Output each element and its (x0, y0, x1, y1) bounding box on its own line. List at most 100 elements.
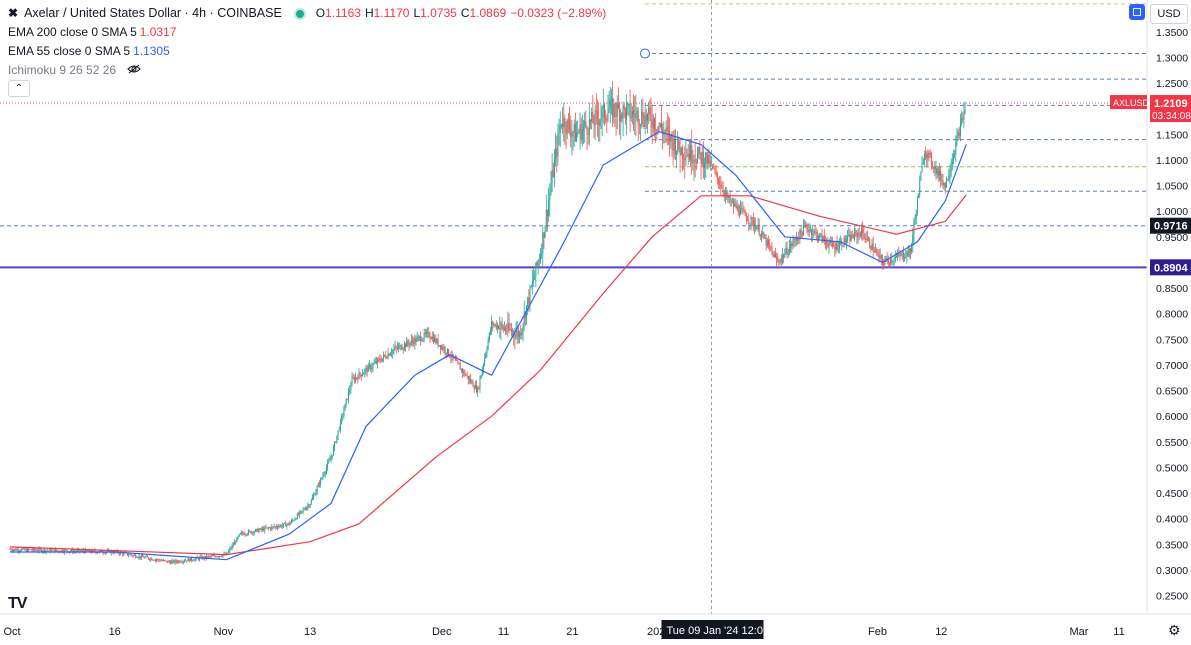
candle-body (171, 561, 173, 564)
compare-symbol-button[interactable] (1129, 4, 1145, 20)
candle-body (577, 132, 579, 134)
candle-body (925, 154, 927, 155)
candle-body (372, 364, 374, 368)
candle-body (456, 360, 458, 361)
candle-body (430, 338, 432, 340)
candle-body (163, 560, 165, 561)
candle-body (841, 241, 843, 247)
candle-body (948, 175, 950, 180)
candle-body (660, 123, 662, 130)
candle-body (462, 369, 464, 373)
ohlc-high-value: 1.1170 (373, 6, 410, 20)
candle-body (541, 253, 543, 256)
collapse-legend-button[interactable]: ⌃ (8, 80, 30, 97)
candle-body (209, 556, 211, 557)
candle-body (901, 252, 903, 254)
candle-body (580, 124, 582, 140)
candle-body (254, 529, 256, 532)
candle-body (311, 497, 313, 501)
ohlc-open-value: 1.1163 (325, 6, 361, 20)
candle-body (458, 362, 460, 365)
candle-body (464, 371, 466, 376)
candle-body (549, 193, 551, 201)
time-axis[interactable] (0, 614, 1191, 645)
candle-body (460, 369, 462, 370)
indicator-ichimoku[interactable]: Ichimoku 9 26 52 26 (8, 61, 610, 80)
ema-200-line[interactable] (9, 194, 967, 556)
candle-body (21, 549, 23, 551)
candle-body (252, 531, 254, 534)
candle-body (875, 250, 877, 253)
y-tick-label: 0.5000 (1156, 462, 1188, 474)
candle-body (72, 549, 74, 553)
candle-body (631, 110, 633, 117)
candle-body (409, 342, 411, 345)
symbol-title[interactable]: Axelar / United States Dollar · 4h · COI… (24, 6, 282, 20)
candle-body (204, 556, 206, 559)
candle-body (962, 118, 964, 120)
candle-body (136, 557, 138, 558)
candle-body (227, 552, 229, 554)
candle-body (566, 119, 568, 134)
indicator-ema55[interactable]: EMA 55 close 0 SMA 5 1.1305 (8, 42, 610, 61)
x-tick-label: Oct (3, 626, 20, 638)
indicator-ema200[interactable]: EMA 200 close 0 SMA 5 1.0317 (8, 23, 610, 42)
candle-body (916, 197, 918, 214)
candle-body (708, 154, 710, 164)
candle-body (707, 154, 709, 164)
ohlc-open-label: O (315, 6, 326, 20)
candle-body (767, 240, 769, 245)
candle-body (728, 196, 730, 199)
candle-body (815, 231, 817, 233)
candle-body (612, 98, 614, 118)
candle-body (650, 113, 652, 124)
candle-body (14, 549, 16, 550)
candle-body (309, 504, 311, 507)
candle-body (245, 534, 247, 535)
candle-body (677, 138, 679, 151)
candle-body (750, 217, 752, 224)
candle-body (507, 323, 509, 331)
candle-body (368, 365, 370, 366)
gear-icon[interactable]: ⚙ (1168, 622, 1181, 638)
candle-body (330, 457, 332, 460)
candle-body (850, 234, 852, 242)
candle-body (194, 558, 196, 561)
eye-hidden-icon[interactable] (127, 61, 141, 80)
candle-body (752, 219, 754, 227)
level-anchor-handle[interactable] (640, 48, 650, 59)
candle-body (664, 131, 666, 133)
candle-body (158, 559, 160, 561)
candle-body (765, 237, 767, 246)
candle-body (762, 232, 764, 234)
candle-body (436, 339, 438, 343)
candle-body (103, 552, 105, 554)
y-tick-label: 0.5500 (1156, 437, 1188, 449)
x-tick-label: 12 (935, 626, 947, 638)
candle-body (851, 234, 853, 238)
candle-body (113, 552, 115, 554)
ohlc-close-value: 1.0869 (469, 6, 507, 20)
y-tick-label: 1.1000 (1156, 155, 1188, 167)
candle-body (933, 167, 935, 170)
candle-body (943, 182, 945, 186)
candle-body (279, 525, 281, 527)
symbol-row[interactable]: ✖ Axelar / United States Dollar · 4h · C… (8, 4, 610, 23)
candle-body (343, 410, 345, 416)
candle-body (531, 281, 533, 287)
candle-body (940, 171, 942, 181)
market-status-icon[interactable] (293, 7, 306, 20)
candle-body (542, 232, 544, 254)
candle-body (250, 531, 252, 534)
candle-body (249, 530, 251, 532)
currency-button[interactable]: USD (1150, 4, 1188, 24)
candle-body (950, 165, 952, 173)
candle-body (854, 231, 856, 238)
candle-body (873, 251, 875, 253)
ema-55-line[interactable] (10, 131, 967, 561)
candle-body (415, 338, 417, 342)
candle-body (152, 560, 154, 561)
candle-body (399, 345, 401, 347)
candle-body (449, 355, 451, 357)
